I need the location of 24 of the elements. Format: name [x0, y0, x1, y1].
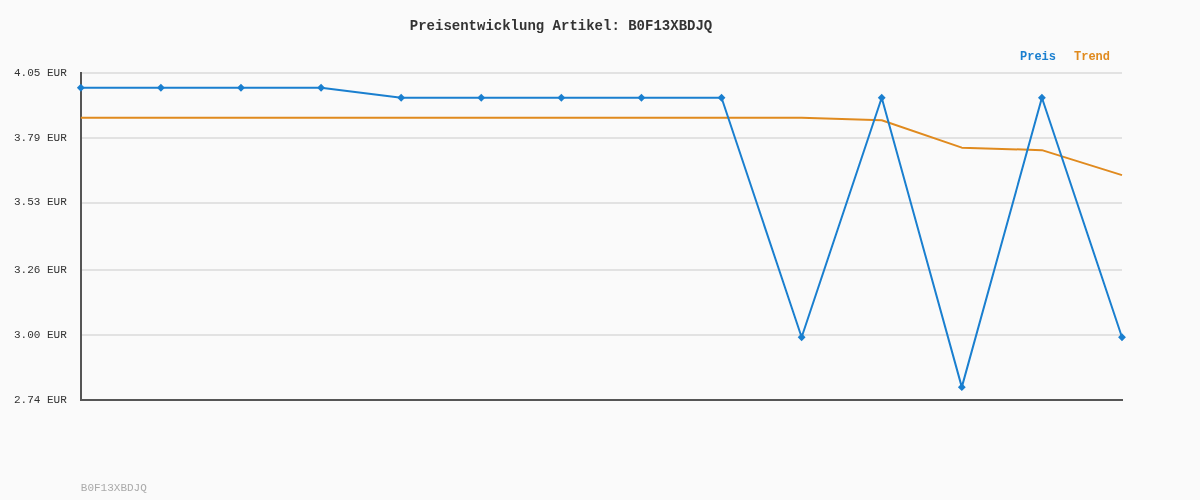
- point: [157, 84, 165, 92]
- point: [557, 94, 565, 102]
- point: [1038, 94, 1046, 102]
- y-tick-label: 2.74 EUR: [14, 393, 68, 406]
- y-tick-label: 4.05 EUR: [14, 66, 68, 79]
- point: [637, 94, 645, 102]
- point: [237, 84, 245, 92]
- text: Preis: [1019, 49, 1056, 64]
- point: [798, 333, 806, 341]
- point: [77, 84, 85, 92]
- point: [477, 94, 485, 102]
- chart-title: Preisentwicklung Artikel: B0F13XBDJQ: [409, 17, 713, 34]
- y-tick-label: 3.79 EUR: [14, 131, 68, 144]
- y-tick-label: 3.26 EUR: [14, 263, 68, 276]
- point: [958, 383, 966, 391]
- point: [1118, 333, 1126, 341]
- point: [317, 84, 325, 92]
- text: Trend: [1073, 49, 1111, 64]
- point: [878, 94, 886, 102]
- y-tick-label: 3.53 EUR: [14, 196, 68, 209]
- text: B0F13XBDJQ: [80, 482, 148, 494]
- point: [397, 94, 405, 102]
- point: [718, 94, 726, 102]
- y-tick-label: 3.00 EUR: [14, 328, 68, 341]
